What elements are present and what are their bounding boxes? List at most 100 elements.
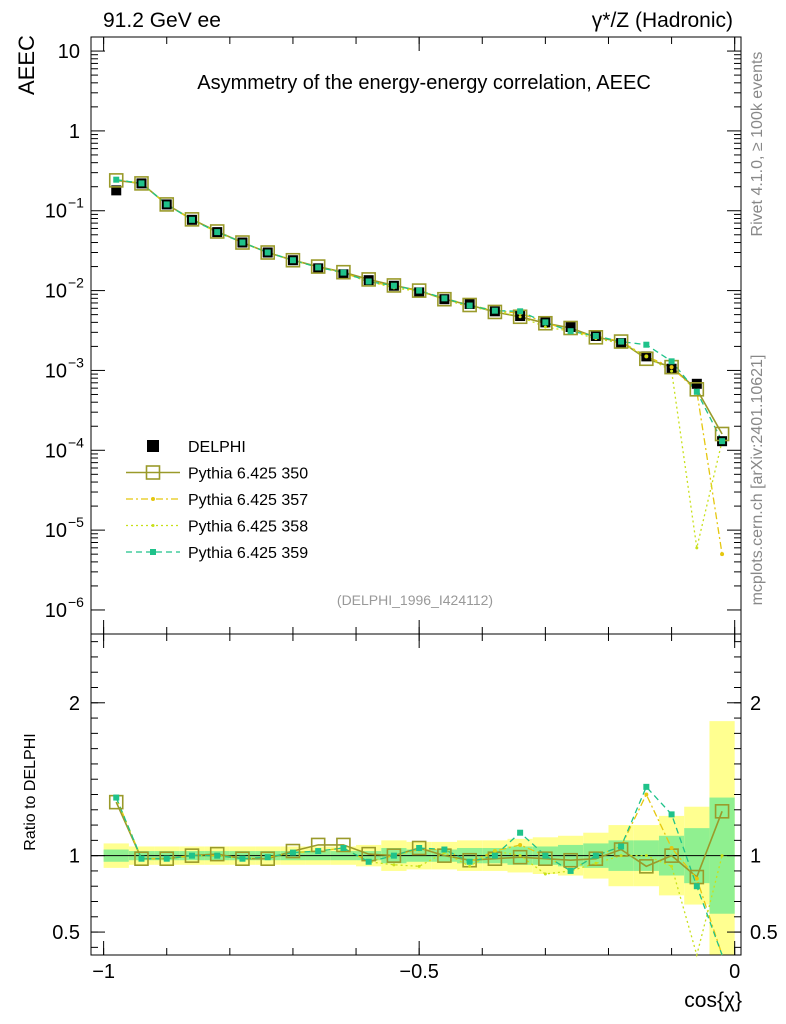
ratio-marker-p359-7	[289, 849, 296, 856]
ratio-marker-p359-8	[315, 848, 322, 855]
marker-p359-11	[390, 282, 397, 289]
ratio-marker-p359-21	[643, 783, 650, 790]
ratio-marker-p350-6	[260, 851, 275, 867]
ratio-xtick-label-1: −0.5	[399, 961, 438, 983]
marker-p359-18	[567, 328, 574, 335]
marker-p359-13	[441, 295, 448, 302]
marker-p359-12	[416, 287, 423, 294]
chart-title: Asymmetry of the energy-energy correlati…	[197, 72, 651, 94]
ratio-marker-p359-18	[567, 867, 574, 874]
ratio-ytick-label-r-1: 1	[750, 846, 761, 868]
ratio-marker-p350-16	[512, 849, 528, 865]
main-ytick-label-2: 10	[45, 201, 67, 223]
ratio-marker-p359-3	[188, 852, 195, 859]
marker-p358-23	[695, 546, 699, 550]
ratio-marker-p357-23	[694, 876, 699, 881]
main-ytick-label-5: 10	[45, 440, 67, 462]
marker-p358-17	[543, 325, 547, 329]
ratio-marker-p359-2	[163, 855, 170, 862]
legend-marker-p359	[150, 549, 156, 555]
ratio-marker-p358-16	[518, 854, 522, 858]
legend-label-p357: Pythia 6.425 357	[188, 492, 308, 509]
main-ytick-label-4: 10	[45, 360, 67, 382]
marker-p359-0	[113, 176, 120, 183]
ratio-marker-p359-9	[340, 845, 347, 851]
ratio-ytick-label-1: 1	[69, 846, 80, 868]
ratio-xtick-label-2: 0	[729, 961, 740, 983]
marker-p350-11	[386, 278, 402, 293]
ratio-marker-p358-24	[720, 854, 724, 858]
main-ytick-label-0: 10	[58, 41, 80, 63]
main-ytick-sup-7: −6	[68, 594, 84, 610]
header-right: γ*/Z (Hadronic)	[592, 9, 733, 32]
main-ytick-sup-2: −1	[68, 195, 84, 211]
main-ytick-label-7: 10	[45, 600, 67, 622]
ratio-marker-p359-0	[113, 794, 120, 801]
marker-p350-2	[159, 197, 175, 212]
legend-marker-p357	[151, 497, 155, 501]
marker-p359-21	[643, 341, 650, 348]
marker-p359-24	[719, 438, 726, 445]
marker-p350-15	[487, 304, 503, 320]
marker-p350-7	[285, 252, 301, 268]
ratio-marker-p350-24	[714, 804, 730, 819]
marker-p359-5	[239, 239, 246, 246]
marker-p359-20	[618, 338, 625, 345]
marker-p350-6	[260, 245, 275, 260]
rivet-label: Rivet 4.1.0, ≥ 100k events	[749, 52, 766, 237]
ratio-marker-p350-21	[639, 859, 654, 874]
marker-p357-22	[669, 365, 674, 370]
ratio-marker-p359-19	[592, 852, 599, 859]
data-point-18	[565, 321, 576, 332]
main-ytick-label-3: 10	[45, 281, 67, 303]
marker-p350-0	[108, 173, 124, 188]
marker-p359-3	[188, 216, 195, 223]
legend-label-data: DELPHI	[188, 439, 246, 456]
marker-p359-7	[289, 257, 296, 264]
marker-p350-23	[689, 382, 705, 397]
legend-marker-p350	[145, 465, 161, 480]
ratio-marker-p359-23	[693, 883, 700, 890]
ratio-marker-p358-14	[468, 864, 472, 868]
ratio-marker-p357-21	[644, 792, 649, 797]
mcplots-label: mcplots.cern.ch [arXiv:2401.10621]	[749, 355, 766, 606]
marker-p350-13	[437, 291, 452, 307]
marker-p350-9	[336, 264, 351, 280]
marker-p350-14	[462, 297, 477, 313]
data-point-23	[691, 378, 702, 389]
main-ylabel: AEEC	[14, 35, 39, 95]
marker-p350-18	[563, 320, 578, 336]
marker-p359-6	[264, 249, 271, 256]
marker-p358-22	[670, 369, 674, 373]
ratio-marker-p359-12	[416, 845, 423, 851]
data-point-0	[111, 185, 122, 196]
main-ytick-label-1: 1	[69, 121, 80, 143]
ratio-marker-p359-10	[365, 858, 372, 865]
line-p350	[116, 179, 723, 435]
ratio-ytick-label-0: 0.5	[52, 922, 80, 944]
legend-label-p359: Pythia 6.425 359	[188, 545, 308, 562]
plot-annotation: (DELPHI_1996_I424112)	[337, 592, 493, 608]
ratio-xtick-label-0: −1	[92, 961, 115, 983]
marker-p359-10	[365, 278, 372, 285]
ratio-marker-p357-22	[669, 846, 674, 850]
line-p359	[116, 179, 723, 442]
ratio-marker-p359-11	[390, 852, 397, 859]
ratio-ytick-label-r-0: 0.5	[750, 922, 778, 944]
marker-p359-2	[163, 201, 170, 208]
ratio-panel: 0.5 0.5 1 1 2 2 −1 −0.5 0	[52, 633, 778, 983]
marker-p350-17	[538, 315, 553, 331]
header-left: 91.2 GeV ee	[103, 9, 221, 32]
marker-p359-19	[592, 332, 599, 339]
ratio-xlabel: cos{χ}	[684, 989, 742, 1012]
ratio-marker-p358-20	[619, 854, 623, 858]
ratio-marker-p359-1	[138, 855, 145, 862]
marker-p350-19	[588, 330, 604, 345]
ratio-marker-p358-17	[543, 872, 547, 876]
marker-p358-16	[518, 315, 522, 319]
marker-p359-16	[517, 308, 524, 315]
ratio-marker-p350-7	[285, 843, 301, 859]
ratio-marker-p350-18	[563, 852, 578, 868]
marker-p350-3	[184, 212, 200, 227]
ratio-marker-p350-11	[386, 848, 402, 863]
